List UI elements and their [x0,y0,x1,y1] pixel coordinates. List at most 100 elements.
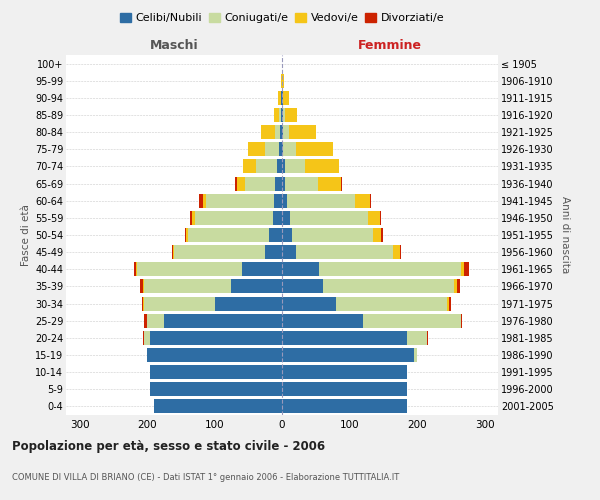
Bar [277,160,282,173]
Bar [282,365,407,379]
Bar [318,176,341,190]
Bar [457,280,460,293]
Bar [269,228,282,242]
Bar [281,74,282,88]
Bar [282,194,287,207]
Bar [256,160,277,173]
Bar [265,245,282,259]
Bar [206,194,274,207]
Bar [172,245,173,259]
Bar [140,280,143,293]
Bar [282,211,290,225]
Bar [380,211,381,225]
Bar [282,245,296,259]
Bar [282,228,292,242]
Bar [274,194,282,207]
Y-axis label: Fasce di età: Fasce di età [20,204,31,266]
Bar [394,245,400,259]
Bar [282,108,283,122]
Bar [368,211,380,225]
Bar [280,125,282,139]
Bar [151,331,282,345]
Bar [151,365,282,379]
Bar [265,142,278,156]
Bar [319,262,461,276]
Bar [195,211,272,225]
Bar [245,176,275,190]
Bar [283,91,289,105]
Bar [272,211,282,225]
Bar [282,348,413,362]
Bar [464,262,469,276]
Bar [142,296,143,310]
Bar [289,125,316,139]
Bar [363,314,461,328]
Bar [282,400,407,413]
Bar [248,142,265,156]
Bar [143,331,151,345]
Text: COMUNE DI VILLA DI BRIANO (CE) - Dati ISTAT 1° gennaio 2006 - Elaborazione TUTTI: COMUNE DI VILLA DI BRIANO (CE) - Dati IS… [12,473,399,482]
Bar [282,74,284,88]
Bar [203,194,206,207]
Bar [187,228,269,242]
Bar [278,91,281,105]
Bar [400,245,401,259]
Bar [136,262,137,276]
Bar [241,262,282,276]
Bar [305,160,338,173]
Bar [237,176,245,190]
Bar [282,142,283,156]
Bar [283,125,289,139]
Bar [243,160,256,173]
Bar [449,296,451,310]
Bar [427,331,428,345]
Bar [235,176,237,190]
Bar [282,382,407,396]
Bar [290,211,368,225]
Bar [282,160,285,173]
Bar [296,245,394,259]
Bar [282,331,407,345]
Bar [164,314,282,328]
Text: Femmine: Femmine [358,38,422,52]
Bar [134,262,136,276]
Bar [151,382,282,396]
Y-axis label: Anni di nascita: Anni di nascita [560,196,571,274]
Bar [323,280,454,293]
Bar [282,296,336,310]
Bar [292,228,373,242]
Bar [454,280,457,293]
Bar [282,176,286,190]
Bar [448,296,449,310]
Bar [336,296,448,310]
Bar [147,348,282,362]
Bar [282,262,319,276]
Bar [461,262,464,276]
Bar [281,108,282,122]
Bar [278,142,282,156]
Bar [137,262,241,276]
Bar [355,194,370,207]
Bar [285,160,305,173]
Bar [282,280,323,293]
Bar [282,125,283,139]
Bar [413,348,417,362]
Bar [341,176,342,190]
Bar [144,314,147,328]
Bar [186,228,187,242]
Bar [280,108,281,122]
Bar [143,296,215,310]
Bar [215,296,282,310]
Bar [286,176,318,190]
Bar [185,228,186,242]
Text: Popolazione per età, sesso e stato civile - 2006: Popolazione per età, sesso e stato civil… [12,440,325,453]
Bar [275,125,280,139]
Bar [283,142,296,156]
Bar [232,280,282,293]
Bar [274,108,280,122]
Text: Maschi: Maschi [149,38,199,52]
Bar [282,91,283,105]
Bar [381,228,383,242]
Bar [407,331,427,345]
Bar [143,280,232,293]
